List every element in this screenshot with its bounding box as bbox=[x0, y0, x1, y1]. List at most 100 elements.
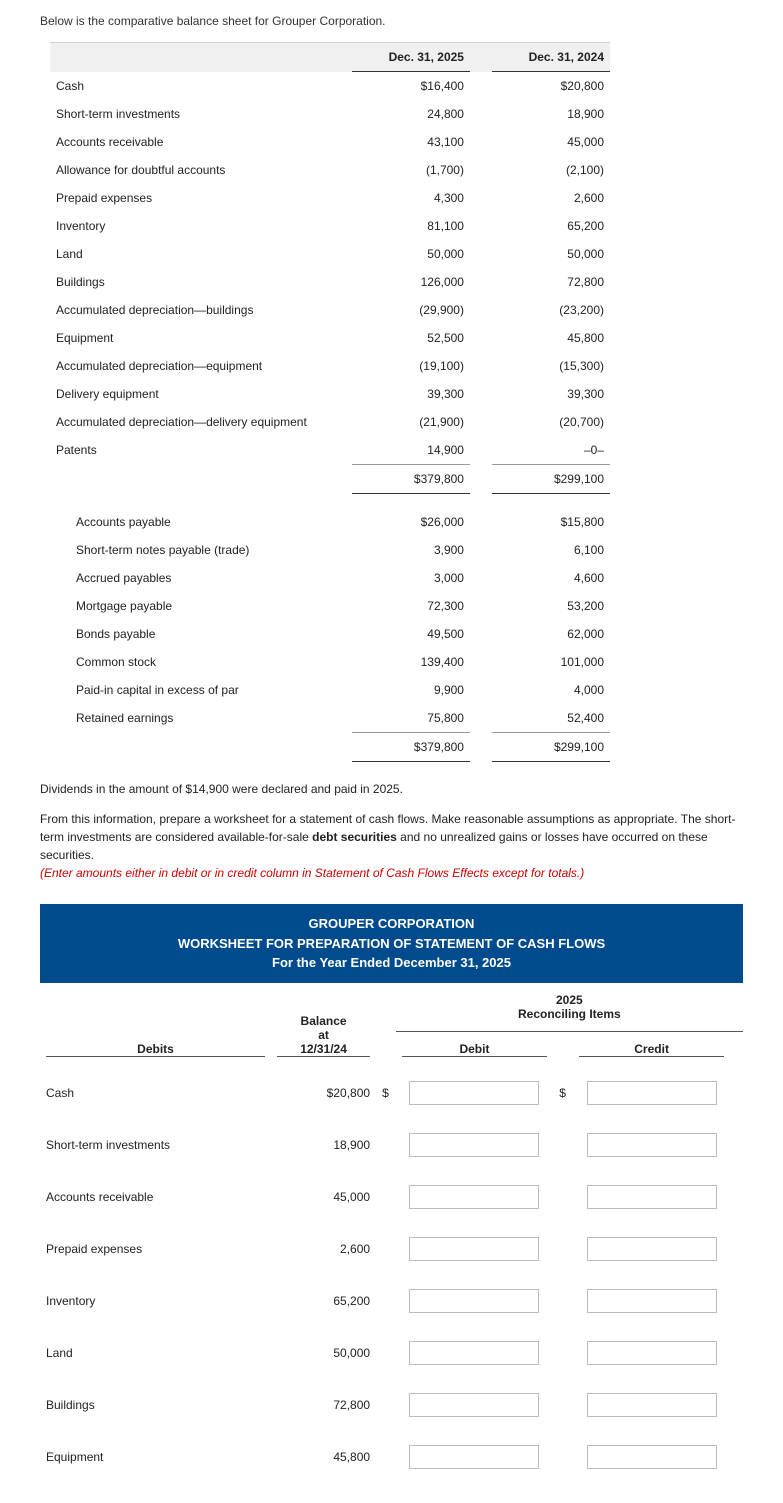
liab-row-label: Common stock bbox=[50, 648, 352, 676]
ws-debit-input[interactable] bbox=[409, 1341, 539, 1365]
liab-row-v1: 49,500 bbox=[352, 620, 470, 648]
liab-row-v1: 75,800 bbox=[352, 704, 470, 733]
ws-row-balance: 2,600 bbox=[271, 1223, 376, 1275]
liab-row-v2: 101,000 bbox=[492, 648, 610, 676]
ws-header-debit: Debit bbox=[402, 1042, 548, 1057]
liab-row-v2: $15,800 bbox=[492, 508, 610, 536]
ws-debit-input[interactable] bbox=[409, 1289, 539, 1313]
liab-row-label: Bonds payable bbox=[50, 620, 352, 648]
ws-debit-input[interactable] bbox=[409, 1133, 539, 1157]
dollar-sign bbox=[376, 1119, 396, 1171]
ws-debit-input[interactable] bbox=[409, 1081, 539, 1105]
liab-row-label: Retained earnings bbox=[50, 704, 352, 733]
liab-row-v2: 53,200 bbox=[492, 592, 610, 620]
ws-row-balance: 18,900 bbox=[271, 1119, 376, 1171]
asset-row-v2: (20,700) bbox=[492, 408, 610, 436]
col-header-2024: Dec. 31, 2024 bbox=[492, 43, 610, 72]
asset-row-v1: (21,900) bbox=[352, 408, 470, 436]
asset-row-label: Inventory bbox=[50, 212, 352, 240]
ws-debit-input[interactable] bbox=[409, 1237, 539, 1261]
balance-sheet-table: Dec. 31, 2025 Dec. 31, 2024 Cash$16,400$… bbox=[50, 42, 610, 762]
ws-credit-input[interactable] bbox=[587, 1081, 717, 1105]
asset-row-v2: 65,200 bbox=[492, 212, 610, 240]
ws-credit-input[interactable] bbox=[587, 1393, 717, 1417]
asset-row-v2: (15,300) bbox=[492, 352, 610, 380]
dollar-sign bbox=[553, 1431, 573, 1483]
ws-row-balance: $20,800 bbox=[271, 1067, 376, 1119]
ws-header-reconciling: 2025 Reconciling Items bbox=[396, 983, 743, 1032]
asset-row-label: Prepaid expenses bbox=[50, 184, 352, 212]
asset-row-label: Short-term investments bbox=[50, 100, 352, 128]
asset-row-label: Patents bbox=[50, 436, 352, 465]
asset-row-v1: 4,300 bbox=[352, 184, 470, 212]
dollar-sign: $ bbox=[376, 1067, 396, 1119]
ws-header-balance: Balance at 12/31/24 bbox=[277, 1014, 370, 1057]
asset-row-v2: 50,000 bbox=[492, 240, 610, 268]
ws-credit-input[interactable] bbox=[587, 1289, 717, 1313]
worksheet-title-bar: GROUPER CORPORATION WORKSHEET FOR PREPAR… bbox=[40, 904, 743, 983]
dollar-sign bbox=[376, 1223, 396, 1275]
asset-row-v2: (23,200) bbox=[492, 296, 610, 324]
dollar-sign bbox=[553, 1275, 573, 1327]
ws-row-label: Inventory bbox=[40, 1275, 271, 1327]
asset-row-v2: –0– bbox=[492, 436, 610, 465]
ws-header-debits: Debits bbox=[46, 1042, 265, 1057]
note-instructions: From this information, prepare a workshe… bbox=[40, 810, 743, 882]
liab-row-v2: 62,000 bbox=[492, 620, 610, 648]
liab-row-v2: 4,600 bbox=[492, 564, 610, 592]
asset-row-v1: (19,100) bbox=[352, 352, 470, 380]
ws-debit-input[interactable] bbox=[409, 1393, 539, 1417]
asset-row-v1: 39,300 bbox=[352, 380, 470, 408]
ws-row-balance: 65,200 bbox=[271, 1275, 376, 1327]
ws-credit-input[interactable] bbox=[587, 1185, 717, 1209]
asset-row-v1: 50,000 bbox=[352, 240, 470, 268]
notes-section: Dividends in the amount of $14,900 were … bbox=[40, 780, 743, 882]
ws-credit-input[interactable] bbox=[587, 1133, 717, 1157]
ws-row-balance: 50,000 bbox=[271, 1327, 376, 1379]
ws-debit-input[interactable] bbox=[409, 1445, 539, 1469]
asset-row-label: Accumulated depreciation—buildings bbox=[50, 296, 352, 324]
dollar-sign bbox=[376, 1431, 396, 1483]
asset-row-label: Land bbox=[50, 240, 352, 268]
ws-credit-input[interactable] bbox=[587, 1341, 717, 1365]
ws-row-balance: 72,800 bbox=[271, 1379, 376, 1431]
assets-total-2024: $299,100 bbox=[492, 465, 610, 494]
assets-total-2025: $379,800 bbox=[352, 465, 470, 494]
asset-row-v1: (1,700) bbox=[352, 156, 470, 184]
liab-row-v1: 3,900 bbox=[352, 536, 470, 564]
liab-row-v2: 52,400 bbox=[492, 704, 610, 733]
asset-row-v2: (2,100) bbox=[492, 156, 610, 184]
liab-row-v1: 139,400 bbox=[352, 648, 470, 676]
asset-row-v2: $20,800 bbox=[492, 72, 610, 101]
dollar-sign bbox=[553, 1327, 573, 1379]
ws-row-balance: 45,800 bbox=[271, 1431, 376, 1483]
ws-debit-input[interactable] bbox=[409, 1185, 539, 1209]
liab-row-label: Accounts payable bbox=[50, 508, 352, 536]
asset-row-v2: 45,800 bbox=[492, 324, 610, 352]
liab-row-label: Short-term notes payable (trade) bbox=[50, 536, 352, 564]
dollar-sign bbox=[553, 1223, 573, 1275]
liab-row-label: Mortgage payable bbox=[50, 592, 352, 620]
asset-row-v1: 52,500 bbox=[352, 324, 470, 352]
ws-credit-input[interactable] bbox=[587, 1237, 717, 1261]
liab-total-2025: $379,800 bbox=[352, 733, 470, 762]
ws-credit-input[interactable] bbox=[587, 1445, 717, 1469]
asset-row-v1: $16,400 bbox=[352, 72, 470, 101]
asset-row-v1: (29,900) bbox=[352, 296, 470, 324]
dollar-sign bbox=[376, 1275, 396, 1327]
ws-row-label: Land bbox=[40, 1327, 271, 1379]
liab-row-v1: 72,300 bbox=[352, 592, 470, 620]
dollar-sign bbox=[553, 1379, 573, 1431]
asset-row-label: Buildings bbox=[50, 268, 352, 296]
liab-row-v1: 3,000 bbox=[352, 564, 470, 592]
liab-row-v2: 6,100 bbox=[492, 536, 610, 564]
asset-row-v1: 24,800 bbox=[352, 100, 470, 128]
note-dividends: Dividends in the amount of $14,900 were … bbox=[40, 780, 743, 798]
ws-row-balance: 45,000 bbox=[271, 1171, 376, 1223]
dollar-sign bbox=[376, 1327, 396, 1379]
asset-row-label: Accumulated depreciation—equipment bbox=[50, 352, 352, 380]
ws-row-label: Short-term investments bbox=[40, 1119, 271, 1171]
asset-row-v2: 72,800 bbox=[492, 268, 610, 296]
ws-header-credit: Credit bbox=[579, 1042, 725, 1057]
ws-row-label: Equipment bbox=[40, 1431, 271, 1483]
